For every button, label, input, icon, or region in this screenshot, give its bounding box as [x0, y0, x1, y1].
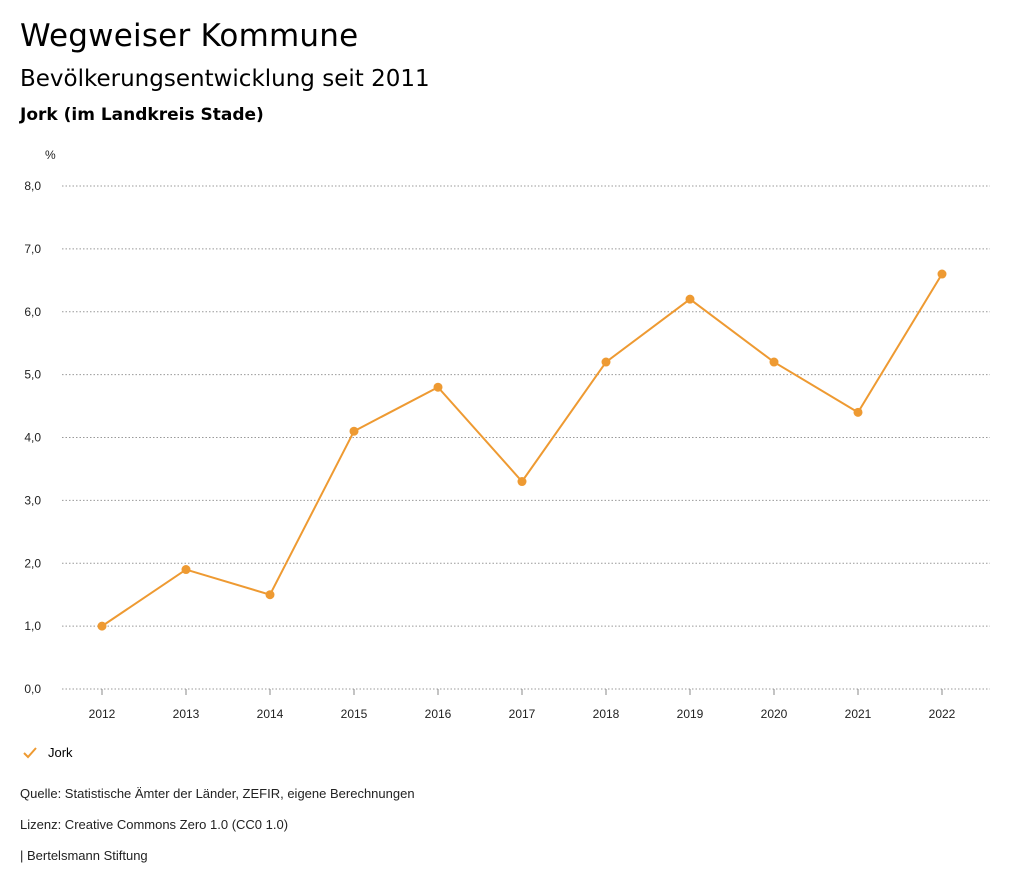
- legend[interactable]: Jork: [22, 745, 73, 760]
- y-tick-label: 0,0: [24, 682, 41, 696]
- x-tick-label: 2022: [929, 707, 956, 721]
- data-point: [685, 294, 695, 304]
- x-tick-label: 2017: [509, 707, 536, 721]
- chart-subtitle: Bevölkerungsentwicklung seit 2011: [20, 66, 430, 92]
- data-point: [433, 382, 443, 392]
- x-tick-label: 2020: [761, 707, 788, 721]
- x-tick-label: 2015: [341, 707, 368, 721]
- source-note: Quelle: Statistische Ämter der Länder, Z…: [20, 786, 415, 801]
- data-point: [769, 357, 779, 367]
- check-icon: [23, 746, 37, 758]
- region-label: Jork (im Landkreis Stade): [20, 105, 264, 125]
- line-chart: % 0,0 1,0 2,0 3,0 4,0 5,0 6,0 7,0 8,0 2012 2013 2014…: [24, 148, 990, 721]
- data-point: [517, 477, 527, 487]
- x-tick-label: 2013: [173, 707, 200, 721]
- legend-label: Jork: [48, 745, 73, 760]
- data-point: [265, 590, 275, 600]
- y-tick-label: 4,0: [24, 431, 41, 445]
- publisher-note: | Bertelsmann Stiftung: [20, 848, 148, 863]
- x-tick-label: 2012: [89, 707, 116, 721]
- y-unit-label: %: [45, 148, 56, 162]
- data-point: [181, 565, 191, 575]
- data-point: [601, 357, 611, 367]
- y-tick-label: 5,0: [24, 368, 41, 382]
- y-tick-label: 2,0: [24, 556, 41, 570]
- x-tick-label: 2018: [593, 707, 620, 721]
- data-point: [937, 269, 947, 279]
- y-tick-label: 7,0: [24, 242, 41, 256]
- page-title: Wegweiser Kommune: [20, 18, 359, 54]
- x-tick-label: 2019: [677, 707, 704, 721]
- x-tick-label: 2016: [425, 707, 452, 721]
- y-tick-label: 3,0: [24, 493, 41, 507]
- y-tick-label: 6,0: [24, 305, 41, 319]
- data-point: [97, 621, 107, 631]
- data-point: [853, 407, 863, 417]
- series-line-jork: [101, 273, 943, 627]
- y-tick-label: 8,0: [24, 179, 41, 193]
- x-tick-label: 2014: [257, 707, 284, 721]
- license-note: Lizenz: Creative Commons Zero 1.0 (CC0 1…: [20, 817, 289, 832]
- y-tick-label: 1,0: [24, 619, 41, 633]
- data-point: [349, 426, 359, 436]
- x-tick-label: 2021: [845, 707, 872, 721]
